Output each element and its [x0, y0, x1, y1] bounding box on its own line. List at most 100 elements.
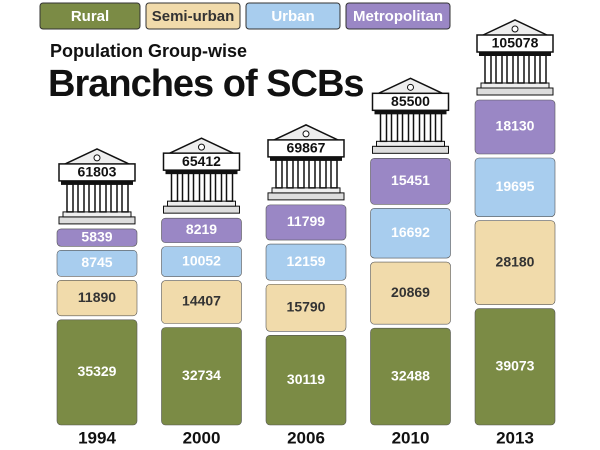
value-label: 11799: [287, 213, 325, 229]
bar-segment: [474, 99, 556, 155]
building-column: [484, 54, 492, 84]
value-label: 16692: [391, 224, 430, 240]
bar-segment: [370, 158, 451, 205]
bar-segment: [474, 308, 556, 426]
value-label: 35329: [78, 363, 117, 379]
bar-segment: [56, 249, 138, 277]
value-label: 39073: [496, 358, 535, 374]
building-emblem: [93, 154, 101, 162]
value-label: 5839: [81, 228, 112, 244]
total-label: 85500: [391, 93, 430, 109]
x-tick-label: 2006: [287, 428, 325, 447]
bar-segment: [370, 208, 451, 259]
building-column: [423, 112, 432, 143]
bar-segment: [370, 261, 451, 325]
bar-segment: [56, 319, 138, 426]
building-emblem: [302, 130, 310, 138]
building-beam: [479, 52, 551, 56]
total-label: 65412: [182, 153, 221, 169]
building-base: [267, 192, 345, 201]
total-label: 61803: [78, 164, 117, 180]
total-label: 69867: [287, 140, 326, 156]
bar-segment: [474, 157, 556, 217]
bar-segment: [265, 334, 347, 426]
building-base: [58, 216, 136, 225]
total-box: [371, 92, 450, 112]
building-step: [271, 187, 341, 194]
bar-segment: [56, 228, 138, 247]
value-label: 8745: [81, 254, 112, 270]
chart-title: Branches of SCBs: [48, 63, 364, 105]
x-tick-label: 1994: [78, 428, 116, 447]
value-label: 14407: [182, 293, 221, 309]
building-column: [77, 183, 85, 213]
building-column: [192, 172, 201, 202]
building-column: [319, 159, 327, 189]
legend-swatch: [39, 2, 141, 30]
value-label: 10052: [182, 252, 221, 268]
bar-segment: [265, 204, 347, 241]
building-step: [480, 82, 550, 89]
x-tick-label: 2000: [183, 428, 221, 447]
building-column: [308, 159, 316, 189]
building-column: [110, 183, 118, 213]
bar-segment: [161, 327, 242, 426]
value-label: 12159: [287, 253, 326, 269]
building-column: [225, 172, 234, 202]
building-column: [495, 54, 503, 84]
total-label: 105078: [492, 35, 539, 51]
building-emblem: [407, 83, 414, 91]
building-column: [412, 112, 421, 143]
building-emblem: [198, 143, 205, 151]
legend-swatch: [245, 2, 341, 30]
bar-segment: [161, 280, 242, 324]
bar-segment: [161, 246, 242, 277]
building-column: [379, 112, 388, 143]
building-step: [62, 211, 132, 218]
building-column: [181, 172, 190, 202]
building-base: [163, 205, 240, 214]
building-column: [528, 54, 536, 84]
x-tick-label: 2010: [392, 428, 430, 447]
building-beam: [374, 110, 447, 115]
legend-label: Metropolitan: [353, 8, 443, 25]
bar-segment: [370, 327, 451, 426]
building-column: [88, 183, 96, 213]
value-label: 15451: [391, 172, 430, 188]
total-box: [58, 163, 136, 182]
building-step: [167, 200, 236, 207]
value-label: 15790: [287, 298, 326, 314]
legend-swatch: [345, 2, 451, 30]
total-box: [267, 139, 345, 158]
building-column: [214, 172, 223, 202]
total-box: [476, 34, 554, 53]
value-label: 19695: [496, 178, 535, 194]
bar-segment: [265, 283, 347, 332]
building-column: [66, 183, 74, 213]
value-label: 8219: [186, 221, 217, 237]
bar-segment: [161, 217, 242, 243]
legend-label: Semi-urban: [152, 8, 235, 25]
building-column: [170, 172, 179, 202]
building-column: [506, 54, 514, 84]
value-label: 32488: [391, 367, 430, 383]
building-base: [372, 145, 449, 154]
bar-segment: [474, 220, 556, 305]
value-label: 11890: [78, 289, 116, 305]
legend-swatch: [145, 2, 241, 30]
building-column: [99, 183, 107, 213]
x-tick-label: 2013: [496, 428, 534, 447]
building-column: [121, 183, 129, 213]
value-label: 28180: [496, 253, 535, 269]
building-beam: [61, 180, 133, 185]
building-column: [203, 172, 212, 202]
bar-segment: [265, 243, 347, 281]
value-label: 18130: [496, 118, 535, 134]
total-box: [162, 152, 241, 171]
building-base: [476, 87, 554, 96]
legend-label: Urban: [271, 8, 314, 25]
value-label: 32734: [182, 367, 221, 383]
bar-segment: [56, 280, 138, 317]
legend-label: Rural: [71, 8, 109, 25]
